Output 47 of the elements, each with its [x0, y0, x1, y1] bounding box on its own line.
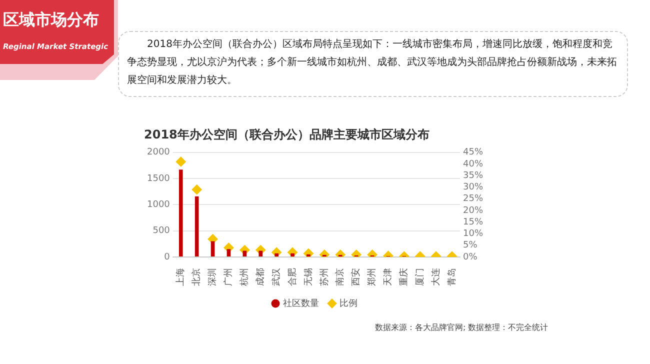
x-tick-label: 苏州 [318, 268, 330, 286]
x-tick-label: 郑州 [366, 268, 378, 286]
y2-tick-label: 25% [462, 194, 484, 204]
chart-title: 2018年办公空间（联合办公）品牌主要城市区域分布 [144, 127, 430, 142]
x-tick-label: 武汉 [270, 268, 282, 286]
y2-tick-label: 15% [462, 217, 484, 228]
text: 2018年办公空间（联合办公）区域布局特点呈现如下：一线城市密集布局，增速同比放缓，饱和程度和竞争态势显现，尤以京沪为代表；多个新一线城市如杭州、成都、武汉等地成为头部品牌抢占份额新战场，未来拓展空间和发展潜力较大。 [118, 31, 628, 97]
point [192, 184, 202, 195]
y-tick-label: 2000 [147, 148, 170, 158]
x-tick-label: 广州 [223, 268, 234, 286]
bar [226, 249, 231, 256]
bar [194, 196, 199, 256]
x-tick-label: 天津 [382, 268, 394, 286]
bar [242, 250, 247, 256]
y2-tick-label: 35% [462, 170, 484, 181]
x-tick-label: 大连 [430, 268, 442, 286]
y2-tick-label: 30% [462, 182, 484, 193]
y-tick-label: 1500 [147, 174, 170, 184]
y2-tick-label: 5% [462, 240, 478, 251]
x-tick-label: 合肥 [286, 268, 298, 286]
x-tick-label: 上海 [175, 268, 186, 286]
x-tick-label: 青岛 [446, 268, 458, 286]
point [176, 156, 186, 167]
x-tick-label: 杭州 [239, 268, 250, 287]
legend-label: 比例 [340, 298, 358, 309]
legend-label: 社区数量 [283, 298, 319, 309]
bar [258, 250, 263, 256]
x-tick-label: 南京 [334, 268, 346, 286]
x-tick-label: 无锡 [302, 268, 314, 286]
y-tick-label: 500 [152, 226, 170, 236]
y2-tick-label: 45% [462, 148, 484, 158]
y2-tick-label: 0% [462, 252, 478, 262]
y-tick-label: 1000 [147, 200, 170, 210]
y2-tick-label: 10% [462, 229, 484, 240]
x-tick-label: 重庆 [398, 268, 410, 286]
y-tick-label: 0 [164, 252, 170, 262]
bar [210, 241, 215, 256]
x-tick-label: 厦门 [414, 268, 426, 286]
x-tick-label: 北京 [191, 268, 202, 286]
y2-tick-label: 40% [462, 159, 484, 170]
bar [178, 170, 183, 256]
text: 区域市场分布 [3, 10, 99, 31]
x-tick-label: 成都 [254, 268, 266, 286]
y2-tick-label: 20% [462, 206, 484, 216]
source-note: 数据来源：各大品牌官网; 数据整理：不完全统计 [375, 322, 548, 333]
x-tick-label: 西安 [350, 268, 362, 286]
x-tick-label: 深圳 [207, 268, 218, 286]
